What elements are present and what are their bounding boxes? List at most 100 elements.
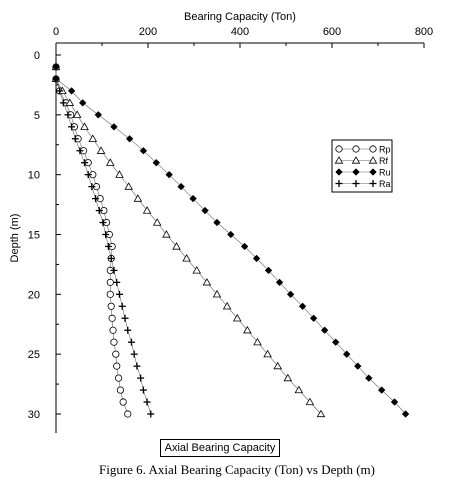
data-point-ru (94, 111, 103, 119)
data-point-ra (104, 242, 112, 250)
y-tick-label: 30 (28, 409, 40, 421)
data-point-rf (212, 289, 222, 298)
data-point-ru (377, 386, 386, 394)
data-point-ru (189, 194, 197, 203)
data-point-ru (264, 266, 273, 275)
data-point-ra (113, 278, 121, 286)
data-point-rf (192, 265, 202, 274)
data-point-rp (110, 338, 118, 346)
x-axis-label: Bearing Capacity (Ton) (184, 11, 296, 23)
data-point-ru (390, 398, 399, 406)
data-point-rp (108, 314, 116, 322)
data-point-ru (298, 302, 307, 311)
legend-marker-rp (369, 145, 377, 153)
y-axis-label: Depth (m) (9, 214, 21, 263)
data-point-ra (99, 219, 107, 227)
data-point-rp (106, 290, 114, 298)
legend-marker-ru (352, 168, 360, 176)
data-point-rf (222, 301, 232, 310)
data-point-rp (113, 362, 121, 370)
data-point-ru (240, 242, 249, 251)
data-point-ra (137, 374, 145, 382)
data-point-rf (182, 254, 191, 262)
data-point-rf (283, 373, 293, 382)
figure-caption: Figure 6. Axial Bearing Capacity (Ton) v… (98, 462, 375, 477)
data-point-ra (130, 350, 138, 358)
data-point-ru (78, 99, 87, 107)
legend-marker-rf (334, 156, 344, 164)
data-point-ru (309, 314, 318, 323)
data-point-ra (56, 87, 64, 95)
legend-marker-ra (369, 180, 377, 187)
data-point-rf (253, 337, 262, 346)
data-point-ra (121, 314, 129, 322)
data-point-rf (96, 146, 106, 154)
y-tick-label: 25 (28, 349, 40, 361)
data-point-rf (88, 134, 98, 142)
y-tick-label: 20 (28, 289, 40, 301)
data-point-rp (124, 410, 132, 418)
data-point-ra (88, 183, 96, 191)
data-point-ra (81, 159, 89, 167)
data-point-rf (65, 98, 75, 106)
data-point-ra (143, 398, 151, 406)
legend-marker-ru (369, 168, 377, 176)
data-point-ra (64, 111, 72, 119)
legend-label-rp: Rp (379, 145, 391, 155)
data-point-rp (112, 350, 120, 358)
data-point-rf (105, 158, 115, 166)
axial-bearing-capacity-label: Axial Bearing Capacity (160, 439, 280, 457)
data-point-ru (401, 410, 410, 418)
data-point-ra (107, 254, 115, 262)
data-point-ra (133, 362, 141, 370)
data-point-rf (172, 242, 181, 250)
data-point-ra (52, 75, 60, 83)
y-tick-label: 5 (34, 110, 40, 122)
x-tick-label: 800 (415, 26, 433, 38)
data-point-ra (59, 99, 67, 107)
data-point-rf (316, 409, 326, 418)
data-point-ra (115, 290, 123, 298)
data-point-rp (114, 374, 123, 382)
data-point-ru (152, 158, 161, 167)
legend-marker-ru (335, 168, 343, 176)
data-point-rp (109, 326, 117, 334)
data-point-ra (124, 326, 132, 334)
data-point-ru (331, 338, 340, 346)
data-point-rf (232, 313, 242, 322)
legend-label-ra: Ra (379, 179, 391, 189)
series-line-rf (55, 67, 322, 415)
y-tick-label: 10 (28, 170, 40, 182)
data-point-ra (71, 135, 79, 143)
data-point-ru (252, 254, 261, 263)
data-point-ru (286, 290, 295, 299)
data-point-rf (243, 325, 252, 334)
data-point-rf (263, 349, 272, 358)
legend-marker-rp (335, 145, 343, 153)
data-point-ru (67, 87, 76, 95)
data-point-ru (125, 135, 134, 143)
legend-marker-rf (368, 156, 378, 164)
data-point-ra (110, 266, 118, 274)
data-point-ru (227, 230, 235, 239)
legend-marker-ra (352, 180, 360, 187)
data-point-rf (305, 397, 315, 406)
data-point-ra (147, 410, 155, 418)
series-line-rp (55, 67, 129, 415)
data-point-rf (142, 206, 152, 214)
data-point-rf (294, 385, 304, 394)
chart-axes: 0 200 400 600 800 Bearing Capacity (Ton) 0 5 10 1… (9, 11, 433, 433)
data-point-ru (201, 206, 209, 215)
data-point-ra (139, 386, 147, 394)
data-point-ra (92, 195, 100, 203)
data-point-rf (124, 182, 133, 190)
data-point-rp (116, 386, 125, 394)
data-point-ru (177, 182, 185, 191)
data-point-ra (52, 63, 60, 71)
data-point-ru (139, 146, 148, 155)
data-point-ru (165, 170, 173, 179)
data-point-rf (72, 110, 82, 118)
data-point-ra (95, 207, 103, 215)
